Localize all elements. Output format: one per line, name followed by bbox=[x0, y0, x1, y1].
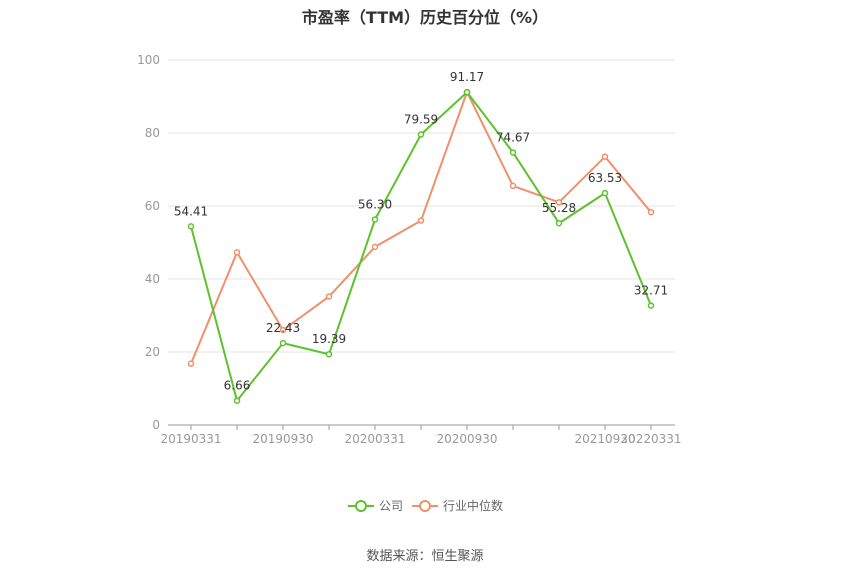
data-point bbox=[647, 208, 655, 216]
data-point bbox=[187, 223, 195, 230]
series-layer bbox=[187, 88, 655, 404]
chart-title: 市盈率（TTM）历史百分位（%） bbox=[301, 8, 549, 27]
legend-item-0: 公司 bbox=[348, 499, 403, 513]
data-label: 6.66 bbox=[224, 379, 251, 393]
data-label: 19.39 bbox=[312, 332, 346, 346]
data-point bbox=[601, 153, 609, 160]
data-point bbox=[463, 88, 471, 96]
data-point bbox=[233, 249, 241, 256]
data-point bbox=[509, 182, 517, 190]
data-label: 32.71 bbox=[634, 284, 668, 298]
legend-item-1: 行业中位数 bbox=[412, 498, 503, 513]
legend-label: 行业中位数 bbox=[443, 498, 503, 513]
data-point bbox=[417, 217, 425, 224]
data-label: 22.43 bbox=[266, 321, 300, 335]
data-label-layer: 54.41 6.66 22.43 19.39 56.30 79.59 91.17 74.67 5… bbox=[174, 70, 668, 392]
x-tick-label: 20190930 bbox=[252, 432, 313, 446]
data-point bbox=[187, 360, 195, 367]
data-point bbox=[509, 149, 517, 156]
data-point bbox=[325, 350, 333, 358]
x-tick-label: 20220331 bbox=[620, 432, 681, 446]
data-label: 56.30 bbox=[358, 198, 392, 212]
data-point bbox=[555, 219, 563, 227]
legend-marker bbox=[419, 500, 431, 512]
data-point bbox=[279, 326, 287, 334]
legend-marker bbox=[355, 500, 367, 512]
y-tick-label: 0 bbox=[152, 418, 160, 432]
series-line-0 bbox=[190, 91, 652, 402]
data-label: 91.17 bbox=[450, 70, 484, 84]
y-tick-label: 40 bbox=[145, 272, 160, 286]
y-tick-label: 60 bbox=[145, 199, 160, 213]
data-point bbox=[279, 339, 287, 347]
x-tick-label: 20200331 bbox=[344, 432, 405, 446]
y-tick-label: 80 bbox=[145, 126, 160, 140]
y-tick-label: 100 bbox=[137, 53, 160, 67]
data-point bbox=[371, 216, 379, 223]
data-point bbox=[647, 302, 655, 309]
legend-label: 公司 bbox=[379, 499, 403, 513]
data-label: 63.53 bbox=[588, 171, 622, 185]
data-point bbox=[601, 189, 609, 197]
grid-layer bbox=[168, 59, 675, 353]
x-tick-label: 20200930 bbox=[436, 432, 497, 446]
data-point bbox=[233, 397, 241, 404]
data-point bbox=[555, 199, 563, 206]
data-label: 79.59 bbox=[404, 112, 438, 126]
data-point bbox=[325, 293, 333, 300]
axis-layer: 0 20 40 60 80 100 20190331 20190930 20200331 2020… bbox=[137, 53, 681, 446]
data-label: 55.28 bbox=[542, 201, 576, 215]
x-tick-label: 20190331 bbox=[160, 432, 221, 446]
legend: 公司 行业中位数 bbox=[348, 498, 503, 513]
data-source: 数据来源：恒生聚源 bbox=[366, 549, 484, 564]
y-tick-label: 20 bbox=[145, 345, 160, 359]
data-point bbox=[371, 243, 379, 251]
x-tick-label: 20210930 bbox=[574, 432, 635, 446]
line-chart: 0 20 40 60 80 100 20190331 20190930 20200331 2020… bbox=[137, 53, 681, 513]
data-label: 74.67 bbox=[496, 130, 530, 144]
data-point bbox=[417, 131, 425, 138]
data-label: 54.41 bbox=[174, 204, 208, 218]
